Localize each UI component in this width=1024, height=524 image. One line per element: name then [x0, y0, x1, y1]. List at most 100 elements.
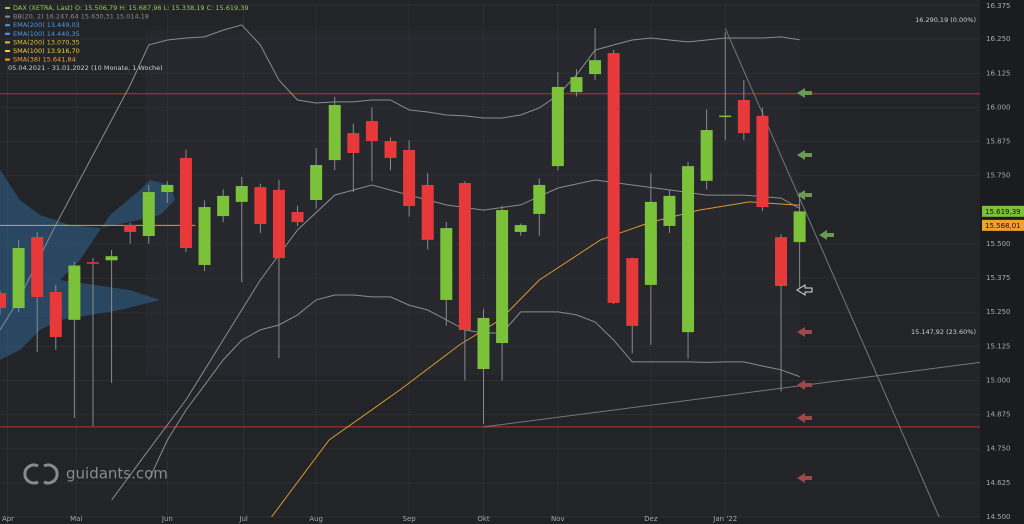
candle-body — [179, 157, 192, 249]
candle-body — [793, 211, 806, 243]
candle-body — [644, 201, 657, 285]
candle-body — [105, 256, 118, 261]
legend-swatch — [5, 58, 10, 61]
price-marker — [982, 205, 1024, 217]
candle-body — [328, 104, 341, 161]
candle-body — [607, 53, 620, 303]
candles — [0, 28, 806, 427]
y-tick-label: 16.125 — [986, 69, 1011, 77]
legend-entry: DAX (XETRA, Last) O: 15.506,79 H: 15.687… — [13, 4, 249, 12]
candle-body — [310, 165, 323, 200]
watermark: guidants.com — [66, 465, 168, 483]
candle-body — [775, 237, 788, 286]
x-tick-label: Sep — [403, 515, 417, 523]
y-tick-label: 15.875 — [986, 138, 1011, 146]
y-tick-label: 15.500 — [986, 240, 1011, 248]
legend-swatch — [5, 50, 10, 52]
legend-swatch — [5, 7, 10, 9]
candle-body — [719, 115, 732, 118]
price-marker — [982, 219, 1024, 231]
indicator-line — [0, 24, 800, 331]
x-tick-label: Apr — [2, 515, 14, 523]
y-tick-label: 15.125 — [986, 342, 1011, 350]
legend-swatch — [5, 41, 10, 44]
candle-body — [440, 228, 453, 300]
x-tick-label: Mai — [70, 515, 82, 523]
price-marker-label: 15.619,39 — [985, 208, 1021, 216]
candle-body — [663, 195, 676, 226]
level-label: 15.147,92 (23.60%) — [911, 328, 976, 336]
candle-body — [272, 189, 285, 259]
signal-arrows — [796, 88, 834, 483]
candle-body — [12, 248, 25, 309]
candle-body — [0, 293, 6, 309]
candle-body — [365, 121, 378, 141]
candle-body — [682, 166, 695, 333]
candle-body — [551, 86, 564, 167]
candle-body — [235, 186, 248, 202]
candle-body — [161, 184, 174, 193]
level-label: 16.290,19 (0.00%) — [915, 16, 976, 24]
x-tick-label: Jul — [238, 515, 248, 523]
candle-body — [533, 184, 546, 214]
candle-body — [570, 77, 583, 93]
candle-body — [496, 210, 509, 344]
legend-entry: SMA(100) 13.916,70 — [13, 47, 80, 55]
price-marker-label: 15.568,01 — [985, 222, 1021, 230]
indicator-line — [483, 361, 980, 428]
indicator-line — [271, 201, 800, 517]
candle-body — [737, 100, 750, 134]
volume-profile — [0, 170, 175, 360]
candle-body — [514, 225, 527, 232]
candle-body — [86, 262, 99, 264]
legend-entry: BB(20, 2) 16.247,64 15.630,31 15.014,18 — [13, 13, 149, 21]
x-tick-label: Nov — [551, 515, 565, 523]
legend-swatch — [5, 24, 10, 27]
candle-body — [458, 183, 471, 330]
overlay-lines — [0, 24, 980, 517]
y-tick-label: 15.375 — [986, 274, 1011, 282]
candle-body — [477, 317, 490, 369]
y-tick-label: 16.250 — [986, 35, 1011, 43]
y-tick-label: 14.750 — [986, 445, 1011, 453]
y-tick-label: 15.750 — [986, 172, 1011, 180]
x-tick-label: Dez — [644, 515, 658, 523]
candle-body — [198, 207, 211, 265]
indicator-line — [148, 294, 800, 481]
y-tick-label: 14.875 — [986, 411, 1011, 419]
y-tick-label: 16.375 — [986, 2, 1011, 10]
y-tick-label: 14.500 — [986, 513, 1011, 521]
x-tick-label: Jan '22 — [712, 515, 737, 523]
legend-swatch — [5, 15, 10, 18]
x-tick-label: Aug — [309, 515, 323, 523]
x-tick-label: Okt — [477, 515, 490, 523]
candle-body — [626, 258, 639, 326]
y-tick-label: 16.000 — [986, 103, 1011, 111]
y-tick-label: 15.000 — [986, 376, 1011, 384]
watermark-logo — [23, 463, 59, 485]
legend-entry: EMA(100) 14.440,35 — [13, 30, 80, 38]
candle-body — [68, 265, 81, 320]
candle-body — [124, 225, 137, 232]
y-axis-background — [980, 0, 1024, 524]
legend-entry: SMA(38) 15.641,84 — [13, 56, 76, 64]
candle-body — [589, 60, 602, 75]
candle-body — [217, 195, 230, 217]
candle-body — [254, 187, 267, 224]
candle-body — [347, 133, 360, 154]
candle-body — [142, 192, 155, 237]
candle-body — [421, 184, 434, 240]
candle-body — [49, 291, 62, 338]
candle-body — [700, 130, 713, 181]
x-tick-label: Jun — [161, 515, 173, 523]
candle-body — [291, 211, 304, 223]
legend-entry: SMA(200) 13.070,35 — [13, 38, 80, 46]
legend-entry: EMA(200) 13.449,03 — [13, 21, 80, 29]
y-tick-label: 14.625 — [986, 479, 1011, 487]
candle-body — [403, 149, 416, 206]
date-range: 05.04.2021 - 31.01.2022 (10 Monate, 1 Wo… — [8, 64, 163, 72]
candle-body — [384, 140, 397, 158]
